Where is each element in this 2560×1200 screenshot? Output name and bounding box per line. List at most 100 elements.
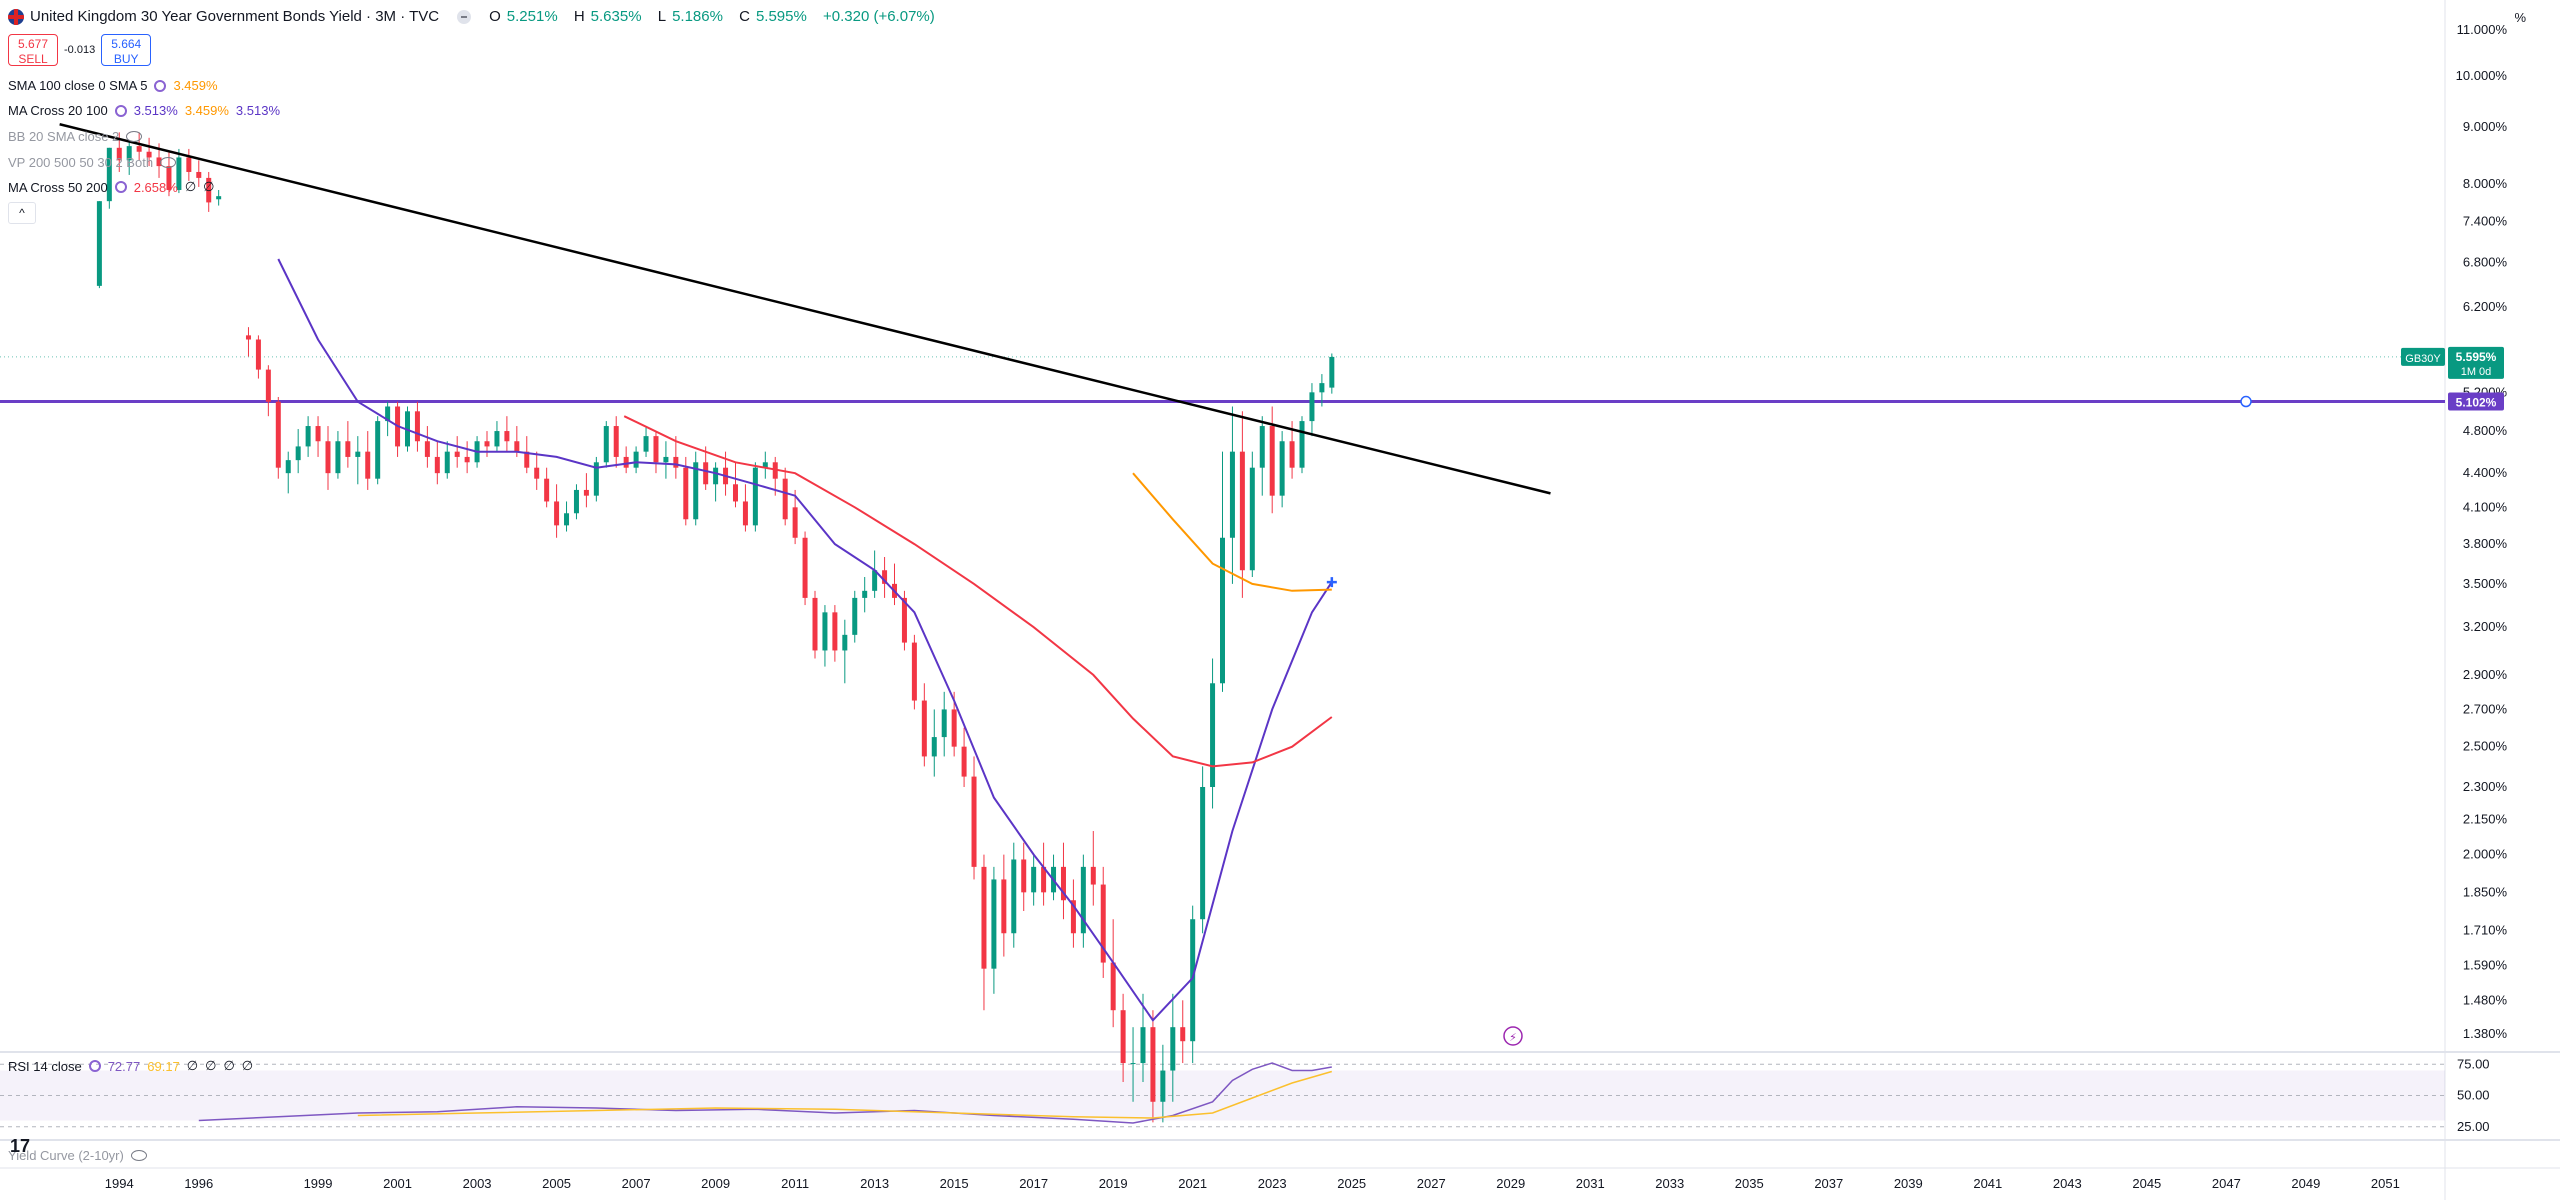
candle-body (1220, 537, 1225, 684)
candle-body (683, 467, 689, 520)
rsi-level-label: 75.00 (2457, 1056, 2490, 1071)
price-tick-label: 4.100% (2463, 499, 2508, 514)
candle-body (822, 612, 828, 651)
candle-body (1120, 1010, 1126, 1064)
indicator-bb[interactable]: BB 20 SMA close 2 (8, 129, 143, 144)
price-tick-label: 9.000% (2463, 119, 2508, 134)
candle-body (1150, 1027, 1156, 1102)
trade-buttons: 5.677 SELL -0.013 5.664 BUY (8, 34, 152, 66)
candle-body (1060, 866, 1066, 901)
candle-body (732, 484, 738, 502)
time-tick-label: 2047 (2212, 1176, 2241, 1191)
settings-icon[interactable] (114, 181, 127, 193)
time-tick-label: 2051 (2371, 1176, 2400, 1191)
candle-body (921, 700, 927, 757)
indicator-vp[interactable]: VP 200 500 50 30 2 Both (8, 155, 177, 170)
candle-body (762, 462, 768, 468)
candle-body (613, 426, 619, 457)
yield-curve-legend[interactable]: Yield Curve (2-10yr) (8, 1148, 147, 1163)
candle-body (136, 146, 142, 152)
candle-body (544, 478, 550, 502)
candle-body (355, 451, 361, 457)
symbol-tag (2401, 347, 2445, 366)
hidden-eye-icon[interactable] (126, 131, 143, 142)
sma100-line (1132, 472, 1332, 592)
candle-body (872, 570, 878, 591)
indicator-ma-cross-20-100[interactable]: MA Cross 20 100 3.513% 3.459% 3.513% (8, 103, 280, 118)
candle-body (882, 570, 888, 584)
price-tick-label: 10.000% (2456, 68, 2508, 83)
lightning-event-icon (1503, 1026, 1523, 1046)
candle-body (583, 489, 589, 496)
candle-body (1329, 356, 1335, 388)
candle-body (454, 451, 460, 457)
last-price-tag (2448, 346, 2504, 379)
candle-body (106, 147, 112, 202)
collapse-legend-button[interactable]: ^ (8, 202, 36, 224)
candle-body (1239, 451, 1245, 571)
price-tick-label: 2.900% (2463, 667, 2508, 682)
time-tick-label: 2017 (1019, 1176, 1048, 1191)
price-tick-label: 7.400% (2463, 214, 2508, 229)
time-tick-label: 2043 (2053, 1176, 2082, 1191)
candle-body (593, 462, 599, 496)
candle-body (1031, 866, 1037, 893)
candle-body (832, 612, 838, 651)
candle-body (216, 196, 222, 200)
candle-body (693, 462, 699, 520)
candle-body (742, 501, 748, 526)
candle-body (564, 513, 570, 526)
hidden-eye-icon[interactable] (130, 1150, 147, 1161)
candle-body (663, 456, 669, 463)
buy-button[interactable]: 5.664 BUY (101, 34, 152, 66)
chart-header: United Kingdom 30 Year Government Bonds … (8, 8, 941, 25)
candle-body (713, 467, 719, 485)
candle-body (603, 426, 609, 463)
candle-body (792, 507, 798, 538)
candle-body (315, 426, 321, 442)
candle-body (504, 431, 510, 442)
candle-body (782, 478, 788, 520)
ma50-line (623, 415, 1333, 768)
sma20-line (277, 258, 1333, 1022)
lightning-glyph: ⚡ (1509, 1031, 1517, 1044)
candle-body (1021, 859, 1027, 893)
candle-body (414, 411, 420, 442)
symbol-title[interactable]: United Kingdom 30 Year Government Bonds … (30, 8, 440, 25)
candle-body (1080, 866, 1086, 934)
price-tick-label: 11.000% (2457, 22, 2508, 37)
price-axis-unit[interactable]: % (2514, 10, 2526, 25)
price-tick-label: 3.200% (2463, 619, 2508, 634)
settings-icon[interactable] (154, 79, 167, 92)
time-tick-label: 2033 (1655, 1176, 1684, 1191)
hidden-eye-icon[interactable] (160, 157, 177, 168)
settings-icon[interactable] (114, 104, 127, 117)
candle-body (534, 467, 540, 479)
time-tick-label: 2019 (1099, 1176, 1128, 1191)
symbol-tag-text: GB30Y (2405, 353, 2441, 365)
time-tick-label: 2037 (1814, 1176, 1843, 1191)
candle-body (186, 157, 192, 172)
cross-marker (1326, 577, 1337, 588)
candle-body (623, 456, 629, 468)
minimize-icon[interactable] (457, 9, 472, 24)
last-price-text: 5.595% (2456, 350, 2497, 364)
price-tick-label: 6.200% (2463, 299, 2508, 314)
candle-body (126, 146, 132, 161)
time-tick-label: 2005 (542, 1176, 571, 1191)
rsi-legend[interactable]: RSI 14 close 72.77 69.17 ∅ ∅ ∅ ∅ (8, 1058, 254, 1074)
sell-button[interactable]: 5.677 SELL (8, 34, 58, 66)
candle-body (424, 441, 430, 457)
candle-body (156, 157, 162, 167)
time-tick-label: 2007 (622, 1176, 651, 1191)
time-tick-label: 2029 (1496, 1176, 1525, 1191)
candle-body (365, 451, 371, 479)
settings-icon[interactable] (88, 1060, 101, 1072)
tradingview-logo-icon: 17 (10, 1136, 31, 1156)
time-tick-label: 2041 (1973, 1176, 2002, 1191)
indicator-ma-cross-50-200[interactable]: MA Cross 50 200 2.658% ∅ ∅ (8, 179, 215, 195)
indicator-sma100[interactable]: SMA 100 close 0 SMA 5 3.459% (8, 78, 218, 93)
candle-body (1170, 1027, 1176, 1071)
candle-body (285, 460, 291, 474)
